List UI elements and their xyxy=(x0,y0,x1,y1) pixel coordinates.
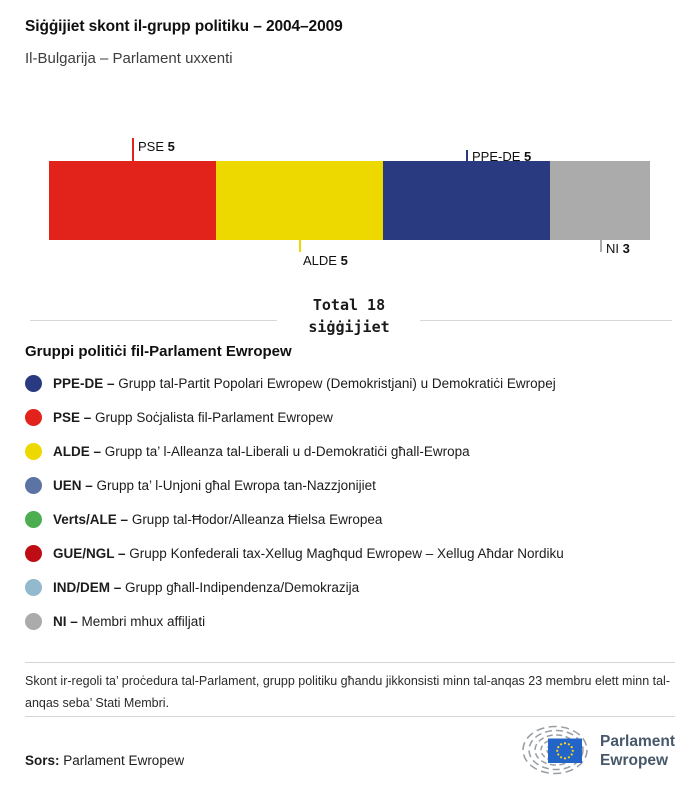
hemicycle-eu-flag-icon xyxy=(522,725,588,775)
group-desc: Grupp Soċjalista fil-Parlament Ewropew xyxy=(95,409,333,425)
bar-label-alde-name: ALDE xyxy=(303,253,337,268)
group-desc: Membri mhux affiljati xyxy=(81,613,206,629)
bar-segment-pse xyxy=(49,161,216,240)
group-abbr: PSE – xyxy=(53,409,92,425)
group-desc: Grupp Konfederali tax-Xellug Magħqud Ewr… xyxy=(129,545,564,561)
bar-label-pse-name: PSE xyxy=(138,139,165,154)
legend-item-uen: UEN – Grupp ta’ l-Unjoni għal Ewropa tan… xyxy=(25,468,675,502)
total-divider-right xyxy=(420,320,672,321)
group-desc: Grupp għall-Indipendenza/Demokrazija xyxy=(125,579,360,595)
bar-label-ni-value: 3 xyxy=(622,241,630,256)
legend-item-alde: ALDE – Grupp ta’ l-Alleanza tal-Liberali… xyxy=(25,434,675,468)
tick-line-pse xyxy=(132,138,134,161)
bar-label-ni-name: NI xyxy=(606,241,619,256)
group-color-dot xyxy=(25,374,42,392)
footnote-divider-top xyxy=(25,662,675,663)
bar-label-ppede-value: 5 xyxy=(524,149,532,164)
footnote: Skont ir-regoli ta’ proċedura tal-Parlam… xyxy=(25,674,670,710)
group-abbr: Verts/ALE – xyxy=(53,511,129,527)
group-desc: Grupp ta’ l-Unjoni għal Ewropa tan-Nazzj… xyxy=(96,477,376,493)
legend-item-ind-dem: IND/DEM – Grupp għall-Indipendenza/Demok… xyxy=(25,570,675,604)
group-color-dot xyxy=(25,442,42,460)
legend-item-ppede: PPE-DE – Grupp tal-Partit Popolari Ewrop… xyxy=(25,366,675,400)
source-line: Sors: Parlament Ewropew xyxy=(25,753,184,768)
group-color-dot xyxy=(25,510,42,528)
legend-item-verts-ale: Verts/ALE – Grupp tal-Ħodor/Alleanza Ħie… xyxy=(25,502,675,536)
tick-line-alde xyxy=(299,240,301,252)
logo-line1: Parlament xyxy=(600,733,675,750)
logo-line2: Ewropew xyxy=(600,752,669,769)
group-color-dot xyxy=(25,612,42,630)
total-line2: siġġijiet xyxy=(308,318,390,336)
total-line1: Total 18 xyxy=(312,296,386,314)
group-abbr: IND/DEM – xyxy=(53,579,122,595)
group-abbr: NI – xyxy=(53,613,78,629)
source-value: Parlament Ewropew xyxy=(63,753,185,768)
group-color-dot xyxy=(25,578,42,596)
bar-segment-alde xyxy=(215,161,383,240)
total-divider-left xyxy=(30,320,277,321)
group-abbr: ALDE – xyxy=(53,443,102,459)
group-color-dot xyxy=(25,544,42,562)
bar-label-pse-value: 5 xyxy=(167,139,175,154)
page-subtitle: Il-Bulgarija – Parlament uxxenti xyxy=(25,50,233,67)
bar-label-alde-value: 5 xyxy=(340,253,348,268)
total-seats: Total 18 siġġijiet xyxy=(277,294,421,338)
bar-segment-ppede xyxy=(382,161,550,240)
page-title: Siġġijiet skont il-grupp politiku – 2004… xyxy=(25,18,343,35)
source-label: Sors: xyxy=(25,753,60,768)
legend-item-gue-ngl: GUE/NGL – Grupp Konfederali tax-Xellug M… xyxy=(25,536,675,570)
group-desc: Grupp ta’ l-Alleanza tal-Liberali u d-De… xyxy=(104,443,470,459)
group-abbr: PPE-DE – xyxy=(53,375,115,391)
tick-line-ppede xyxy=(466,150,468,161)
european-parliament-logo: Parlament Ewropew xyxy=(519,724,675,778)
group-color-dot xyxy=(25,476,42,494)
footnote-divider-bottom xyxy=(25,716,675,717)
group-desc: Grupp tal-Ħodor/Alleanza Ħielsa Ewropea xyxy=(131,511,383,527)
legend-item-pse: PSE – Grupp Soċjalista fil-Parlament Ewr… xyxy=(25,400,675,434)
bar-label-ppede-name: PPE-DE xyxy=(472,149,521,164)
group-abbr: UEN – xyxy=(53,477,93,493)
legend: PPE-DE – Grupp tal-Partit Popolari Ewrop… xyxy=(25,366,675,638)
stacked-bar xyxy=(49,161,650,240)
group-abbr: GUE/NGL – xyxy=(53,545,126,561)
bar-segment-ni xyxy=(549,161,650,240)
legend-item-ni: NI – Membri mhux affiljati xyxy=(25,604,675,638)
tick-line-ni xyxy=(600,240,602,252)
group-desc: Grupp tal-Partit Popolari Ewropew (Demok… xyxy=(118,375,556,391)
legend-heading: Gruppi politiċi fil-Parlament Ewropew xyxy=(25,343,292,360)
group-color-dot xyxy=(25,408,42,426)
logo-wordmark: Parlament Ewropew xyxy=(600,732,675,770)
